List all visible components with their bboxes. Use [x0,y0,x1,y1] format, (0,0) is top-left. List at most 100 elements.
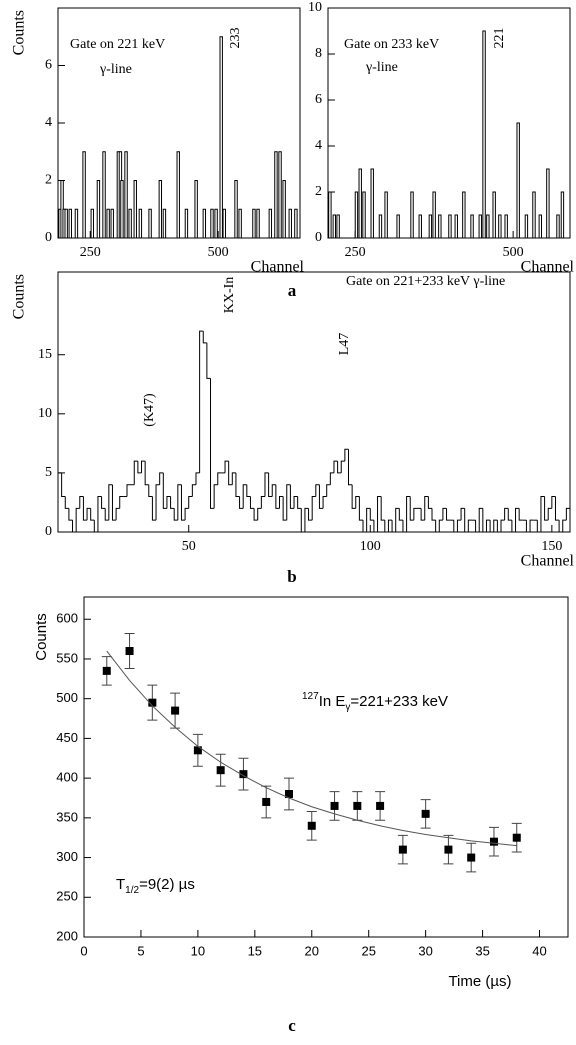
annotation-part: T [116,876,125,893]
chart: 250 500 0 2 4 6 8 10 Channel Gate on 233 keV γ-lin… [308,0,575,275]
plot-frame [83,596,569,938]
data-point [102,666,111,675]
histogram-bin [529,519,534,532]
x-tick-label: 0 [80,943,87,958]
histogram-bin [217,472,222,485]
histogram-bin [242,484,247,509]
histogram-bin [562,519,567,532]
panel-label: a [288,281,297,300]
histogram-bin [126,484,131,497]
spike [354,191,359,239]
x-tick-label: 5 [137,943,144,958]
spike [210,208,214,239]
data-point [444,845,453,854]
annotation: γ-line [99,62,132,77]
spike [378,214,383,239]
y-tick-label: 600 [56,611,78,626]
x-tick-label: 250 [345,245,366,260]
spike [432,191,436,239]
annotation: 127In Eγ=221+233 keV [302,691,448,713]
x-tick-label: 20 [305,943,319,958]
histogram-bin [413,507,418,521]
histogram-bin [253,508,258,521]
x-axis-label: Channel [521,259,575,276]
histogram-bin [482,508,487,533]
y-tick-label: 450 [56,730,78,745]
spike [332,214,337,239]
y-tick-label: 0 [45,230,52,245]
spike [362,191,366,239]
x-tick-label: 150 [541,539,562,554]
spike [538,214,543,239]
histogram-bin [57,472,62,532]
histogram-bin [180,484,186,521]
y-tick-label: 400 [56,770,78,785]
y-tick-label: 6 [45,58,52,73]
spike [418,214,422,239]
histogram-bin [377,496,382,532]
histogram-bin [395,507,400,532]
spike [448,214,452,239]
spike [252,208,256,239]
histogram-bin [500,519,505,532]
x-tick-label: 15 [248,943,262,958]
histogram-bin [464,508,469,533]
spike [358,168,362,239]
annotation: Gate on 221+233 keV γ-line [346,274,505,289]
fit-curve [106,650,517,847]
spike [498,214,502,239]
spike [288,208,292,239]
annotation: γ-line [365,60,398,75]
annotation: T1/2=9(2) µs [116,876,195,896]
histogram-bin [246,484,251,498]
x-tick-label: 250 [80,245,101,260]
annotation: 233 [228,28,243,49]
spike [268,208,273,239]
annotation: 221 [492,28,507,49]
histogram-bin [239,496,244,509]
histogram-bin [61,472,66,498]
histogram-bin [159,472,164,485]
histogram-bin [366,507,371,532]
histogram-bin [184,507,189,521]
spike [462,191,466,239]
x-tick-label: 100 [360,539,381,554]
data-point [171,706,180,715]
spike [454,214,458,239]
histogram-bin [97,496,102,532]
histogram-bin [446,508,451,521]
chart: 50 100 150 0 5 10 15 Channel Counts Gate on 221+2… [11,271,575,570]
histogram-bin [326,484,331,497]
histogram-bin [199,330,204,473]
histogram-bin [333,460,338,473]
histogram-bin [438,519,443,532]
histogram-bin [115,507,120,521]
histogram-bin [101,496,106,509]
y-tick-label: 5 [45,465,52,480]
y-tick-label: 2 [315,184,322,199]
spike [560,191,565,239]
histogram-bin [228,461,233,486]
histogram-bin [308,508,313,521]
histogram-bin [322,496,327,509]
histogram-bin [424,496,429,521]
y-tick-label: 6 [315,92,322,107]
histogram-bin [108,484,113,521]
spike [384,191,388,239]
histogram-bin [478,507,483,532]
histogram-bin [329,472,334,485]
histogram-bin [355,496,360,509]
histogram-bin [507,508,512,521]
histogram-bin [75,507,80,532]
spike [148,208,152,239]
histogram-bin [493,519,498,532]
histogram-bin [111,484,117,521]
histogram-bin [104,508,109,521]
histogram-bin [72,520,77,533]
y-tick-label: 500 [56,690,78,705]
spike [90,208,94,239]
panel-label: c [288,1016,296,1035]
spike [214,208,218,239]
spike [278,151,282,239]
spike [158,180,163,239]
